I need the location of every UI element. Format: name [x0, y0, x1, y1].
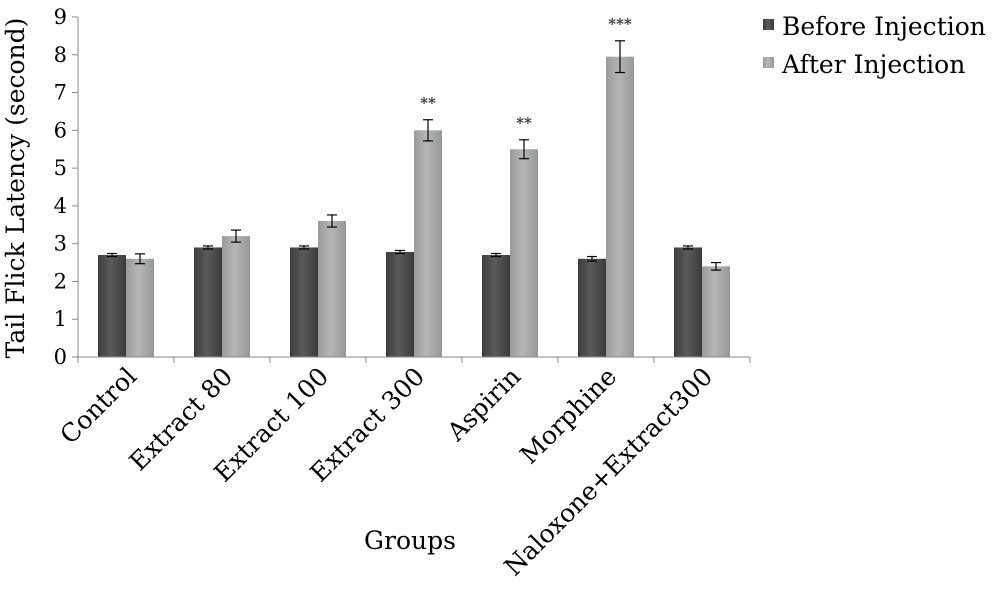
significance-label: ** [516, 114, 532, 132]
legend-label-after-injection: After Injection [781, 50, 965, 79]
significance-label: *** [608, 15, 632, 33]
bar [606, 56, 634, 358]
y-tick-label: 4 [54, 194, 67, 218]
bar [290, 247, 318, 357]
legend-label-before-injection: Before Injection [782, 12, 986, 41]
bar [482, 255, 510, 357]
bar [318, 221, 346, 357]
x-tick-label: Control [54, 362, 142, 450]
significance-label: ** [420, 94, 436, 112]
bar [386, 251, 414, 357]
x-tick-label: Aspirin [441, 362, 527, 448]
y-tick-label: 7 [54, 81, 67, 105]
bar [194, 247, 222, 357]
y-axis-title: Tail Flick Latency (second) [1, 18, 30, 359]
legend: Before Injection After Injection [763, 12, 986, 79]
y-tick-label: 8 [54, 43, 67, 67]
bar [222, 236, 250, 357]
bar [578, 258, 606, 357]
bars-group: ******* [98, 15, 730, 358]
bar [126, 258, 154, 357]
y-tick-label: 5 [54, 156, 67, 180]
y-axis: 0 1 2 3 4 5 6 7 8 9 [54, 5, 79, 369]
y-tick-label: 2 [54, 269, 67, 293]
y-tick-label: 9 [54, 5, 67, 29]
legend-swatch-after-injection [763, 57, 774, 68]
y-tick-label: 0 [54, 345, 67, 369]
y-tick-label: 3 [54, 232, 67, 256]
bar [414, 130, 442, 357]
y-tick-label: 1 [54, 307, 67, 331]
bar [510, 149, 538, 357]
legend-swatch-before-injection [763, 19, 774, 30]
bar [702, 266, 730, 357]
x-axis-title: Groups [364, 526, 456, 555]
y-tick-label: 6 [54, 118, 67, 142]
bar [98, 255, 126, 357]
bar [674, 247, 702, 357]
